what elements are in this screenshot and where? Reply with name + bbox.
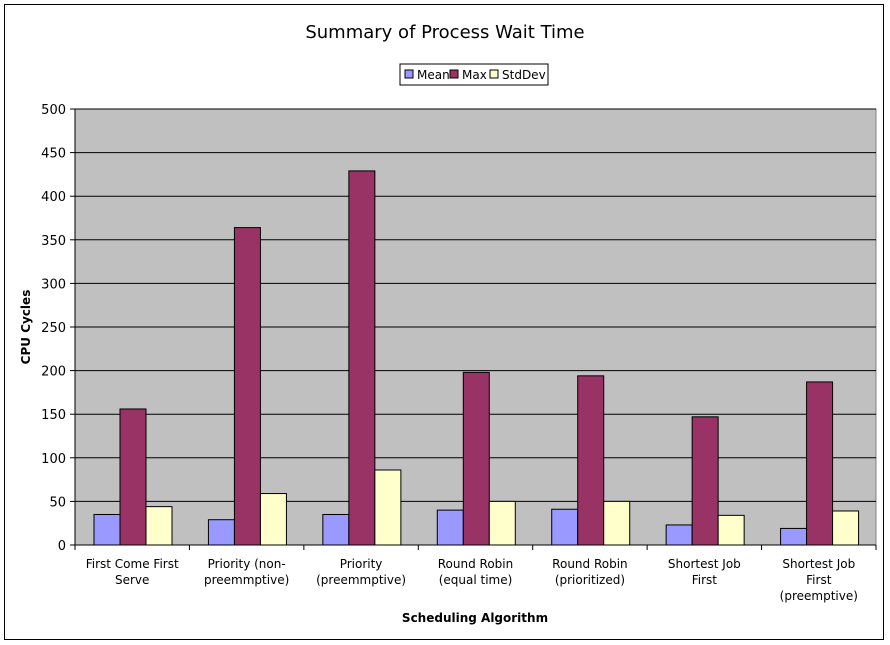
x-tick-label: (preemmptive) <box>316 573 406 587</box>
bar-max-1 <box>233 227 261 546</box>
bar-max-6 <box>806 381 834 546</box>
plot-area: 0 50 100 150 200 250 300 350 400 450 500 First Come… <box>41 103 877 603</box>
legend-label-stddev: StdDev <box>502 68 546 82</box>
y-tick-label: 50 <box>49 495 66 510</box>
x-tick-label: Round Robin <box>552 557 627 571</box>
y-tick-label: 350 <box>41 234 66 249</box>
bar-mean-4 <box>551 508 579 546</box>
x-tick-label: Shortest Job <box>782 557 855 571</box>
bar-stddev-1 <box>259 493 287 546</box>
bar-stddev-2 <box>374 469 402 546</box>
y-tick-label: 150 <box>41 408 66 423</box>
bar-mean-3 <box>436 509 464 546</box>
bar-stddev-5 <box>717 514 745 546</box>
y-tick-label: 300 <box>41 277 66 292</box>
bar-max-3 <box>462 371 490 546</box>
y-tick-label: 0 <box>58 539 66 554</box>
x-tick-label: (preemptive) <box>780 589 858 603</box>
bar-max-2 <box>348 170 376 546</box>
bar-stddev-4 <box>603 500 631 546</box>
bar-max-5 <box>691 416 719 546</box>
legend-label-max: Max <box>462 68 487 82</box>
bar-max-4 <box>577 375 605 546</box>
x-tick-label: First Come First <box>86 557 179 571</box>
legend-swatch-mean <box>404 69 414 79</box>
bar-mean-0 <box>93 513 121 546</box>
legend-swatch-max <box>449 69 459 79</box>
y-tick-label: 450 <box>41 147 66 162</box>
bar-mean-2 <box>322 513 350 546</box>
bar-stddev-0 <box>145 506 173 546</box>
y-tick-label: 200 <box>41 365 66 380</box>
x-tick-label: Priority <box>340 557 383 571</box>
bar-stddev-3 <box>488 500 516 546</box>
bar-stddev-6 <box>832 510 860 546</box>
bar-mean-5 <box>665 524 693 546</box>
y-tick-label: 400 <box>41 190 66 205</box>
x-tick-label: Serve <box>115 573 149 587</box>
y-axis-title: CPU Cycles <box>19 290 33 365</box>
bar-mean-1 <box>207 519 235 546</box>
legend-swatch-stddev <box>489 69 499 79</box>
y-tick-label: 500 <box>41 103 66 118</box>
legend: Mean Max StdDev <box>399 63 549 86</box>
x-tick-label: Shortest Job <box>668 557 741 571</box>
x-axis-title: Scheduling Algorithm <box>402 611 548 625</box>
y-tick-label: 250 <box>41 321 66 336</box>
x-tick-label: (equal time) <box>439 573 513 587</box>
legend-box <box>399 63 549 86</box>
x-tick-label: First <box>692 573 718 587</box>
chart-title: Summary of Process Wait Time <box>305 22 584 43</box>
x-tick-label: (prioritized) <box>555 573 625 587</box>
bar-max-0 <box>119 408 147 546</box>
y-tick-label: 100 <box>41 452 66 467</box>
legend-label-mean: Mean <box>417 68 450 82</box>
x-tick-label: First <box>806 573 832 587</box>
bar-mean-6 <box>780 527 808 546</box>
x-tick-label: preemmptive) <box>204 573 289 587</box>
x-tick-label: Round Robin <box>438 557 513 571</box>
x-tick-label: Priority (non- <box>208 557 286 571</box>
